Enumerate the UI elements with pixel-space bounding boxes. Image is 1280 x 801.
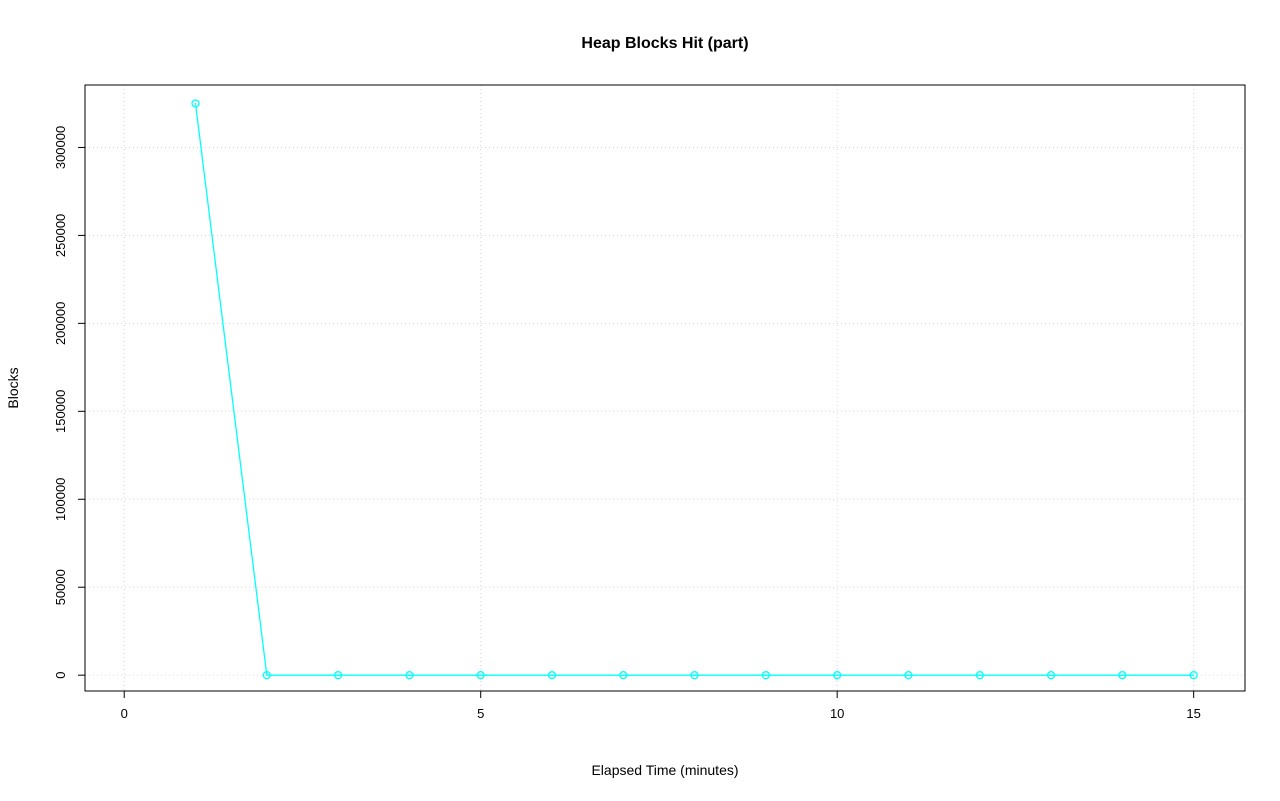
data-point [1118, 671, 1127, 680]
plot-border [84, 84, 1246, 692]
y-tick-label: 150000 [53, 390, 68, 433]
y-tick-label: 0 [53, 672, 68, 679]
chart-title: Heap Blocks Hit (part) [581, 35, 748, 52]
data-point [690, 671, 699, 680]
data-series-layer [191, 99, 1198, 680]
y-tick-label: 300000 [53, 126, 68, 169]
y-tick-label: 50000 [53, 569, 68, 605]
y-axis-title: Blocks [5, 367, 21, 408]
x-tick-label: 15 [1186, 706, 1200, 721]
series-line [194, 102, 1195, 676]
axis-layer: 0 5 10 15 0 50000 100000 150000 200000 250000 3000… [53, 84, 1246, 721]
data-point [476, 671, 485, 680]
data-point [975, 671, 984, 680]
x-tick-label: 5 [477, 706, 484, 721]
grid-layer [85, 85, 1245, 691]
data-point [1189, 671, 1198, 680]
y-tick-label: 250000 [53, 214, 68, 257]
x-tick-label: 10 [830, 706, 844, 721]
data-point [405, 671, 414, 680]
data-point [333, 671, 343, 680]
data-point [262, 671, 271, 680]
y-tick-label: 200000 [53, 302, 68, 345]
data-point [833, 671, 842, 680]
data-point [191, 99, 200, 108]
data-point [904, 671, 913, 680]
x-axis-title: Elapsed Time (minutes) [591, 762, 738, 778]
x-tick-label: 0 [121, 706, 128, 721]
data-point [547, 671, 557, 680]
data-point [1046, 671, 1056, 680]
y-tick-label: 100000 [53, 478, 68, 521]
data-point [619, 671, 628, 680]
data-point [761, 671, 771, 680]
